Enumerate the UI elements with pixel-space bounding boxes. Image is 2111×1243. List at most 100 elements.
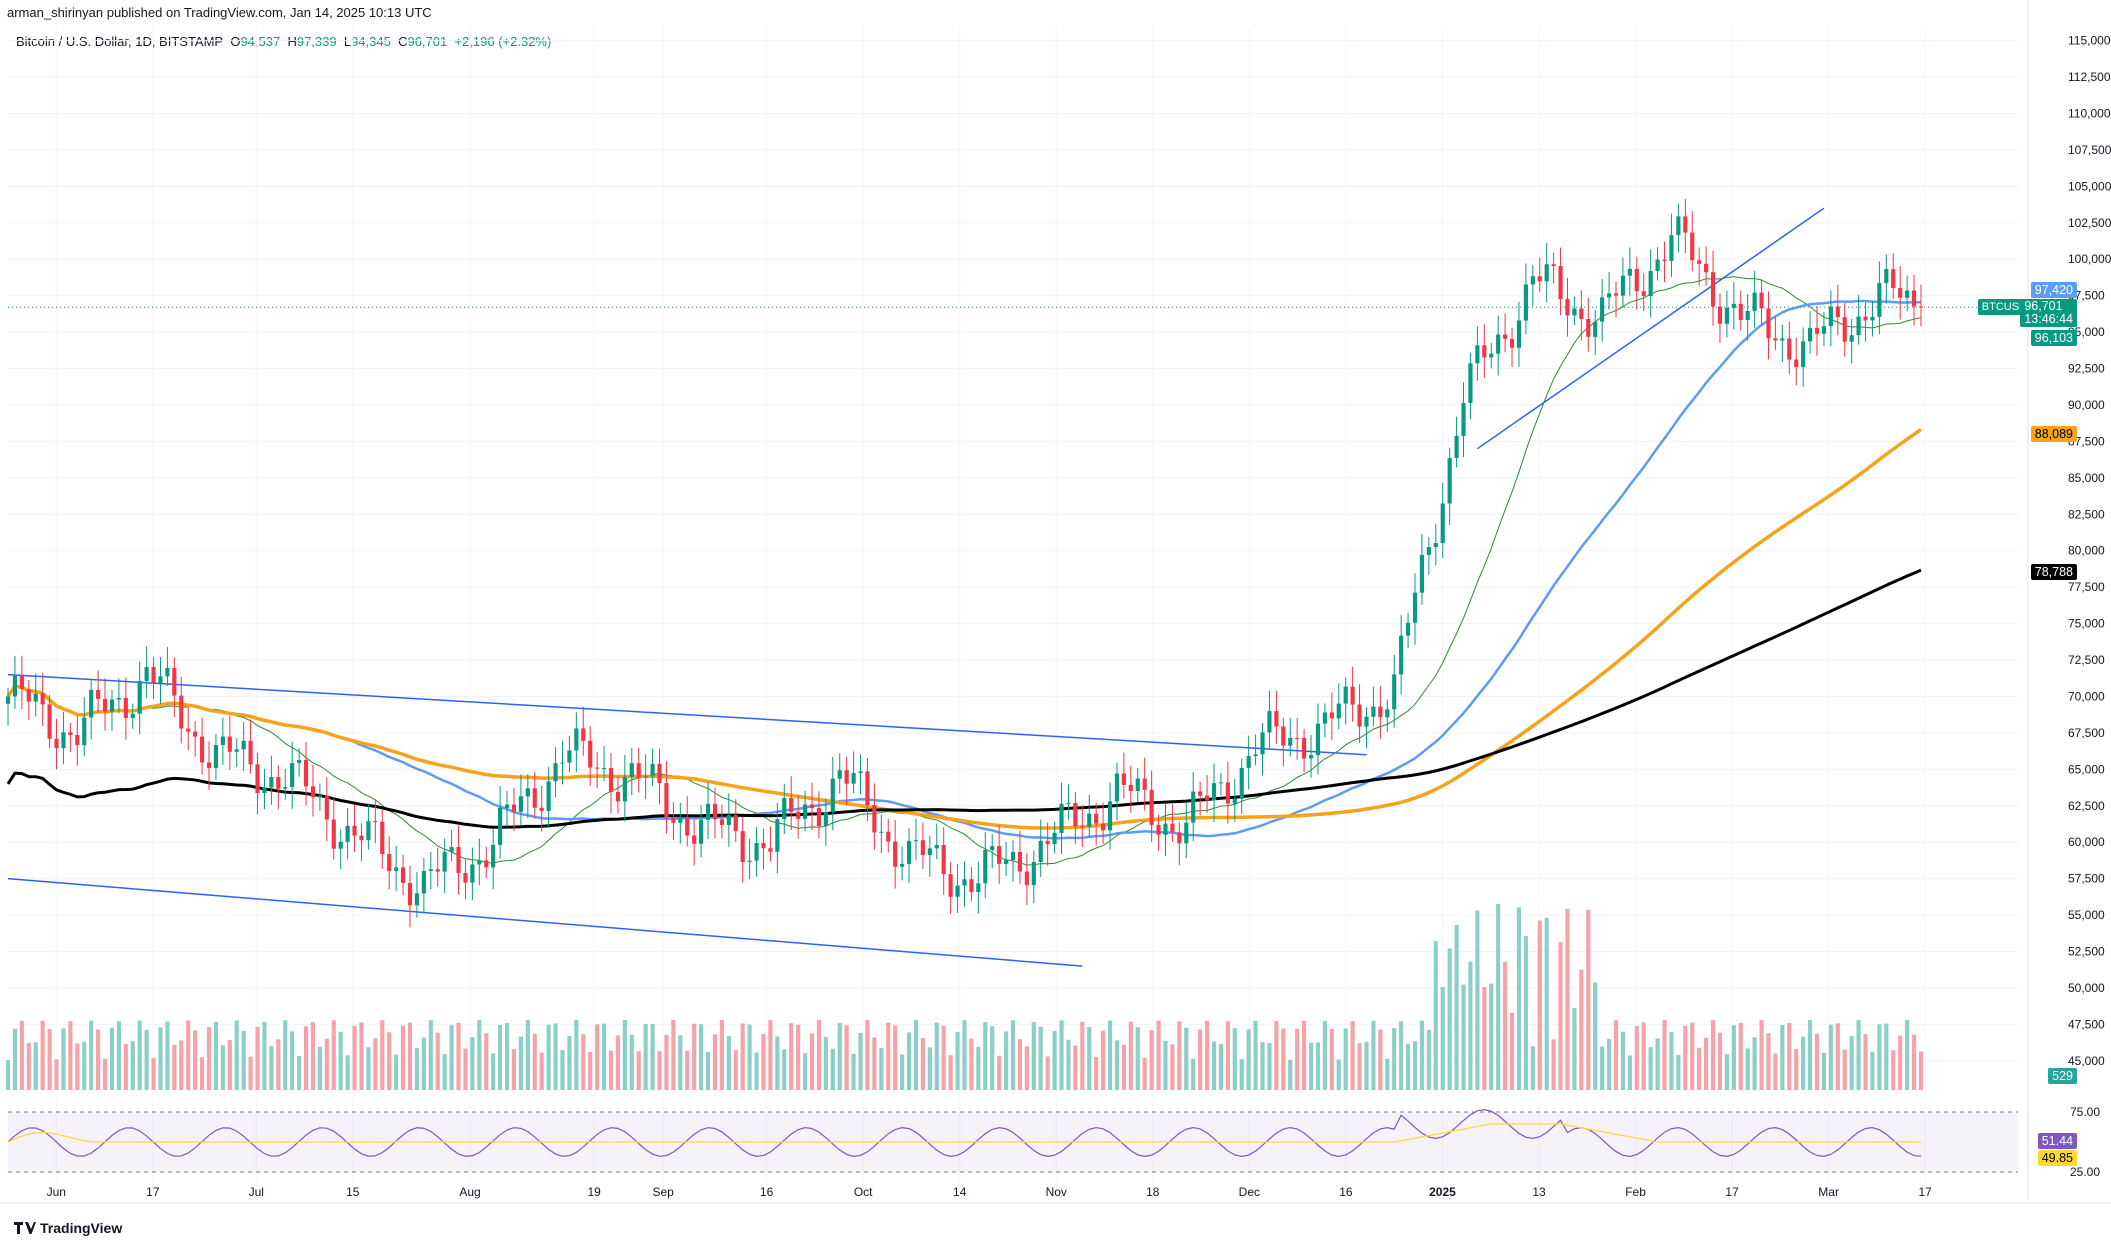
close-value: 96,701 xyxy=(407,34,448,49)
volume-bar xyxy=(1627,1055,1632,1090)
candle-body xyxy=(1613,293,1619,296)
candle-body xyxy=(61,732,66,749)
volume-bar xyxy=(1392,1027,1397,1090)
volume-bar xyxy=(33,1042,38,1090)
brand-footer[interactable]: TradingView xyxy=(14,1220,122,1237)
volume-bar xyxy=(421,1037,426,1090)
time-tick-label: 16 xyxy=(760,1185,774,1199)
candle-body xyxy=(1329,712,1334,719)
time-tick-label: 16 xyxy=(1339,1185,1353,1199)
candle-body xyxy=(394,867,399,872)
candle-body xyxy=(1045,840,1050,845)
volume-bar xyxy=(990,1026,995,1090)
volume-bar xyxy=(858,1032,863,1090)
volume-bar xyxy=(1773,1053,1778,1090)
volume-bar xyxy=(1516,907,1522,1090)
volume-bar xyxy=(68,1021,73,1090)
volume-bar xyxy=(553,1023,558,1090)
volume-bar xyxy=(387,1032,392,1090)
volume-bar xyxy=(1911,1034,1917,1090)
candle-body xyxy=(1094,813,1099,824)
candle-body xyxy=(1600,297,1605,322)
candle-body xyxy=(865,771,870,806)
volume-bar xyxy=(1308,1042,1314,1090)
candle-body xyxy=(206,762,212,768)
volume-bar xyxy=(1350,1021,1355,1090)
candle-body xyxy=(1676,216,1681,236)
candle-body xyxy=(809,804,815,809)
volume-bar xyxy=(1218,1043,1224,1090)
candle-body xyxy=(1738,303,1743,320)
volume-bar xyxy=(608,1050,614,1090)
candle-body xyxy=(456,847,461,873)
volume-bar xyxy=(643,1024,648,1090)
candle-body xyxy=(886,831,891,842)
candle-body xyxy=(1634,268,1639,292)
volume-bar xyxy=(1073,1045,1078,1090)
candle-body xyxy=(220,736,225,746)
candle-body xyxy=(1731,303,1736,308)
candle-body xyxy=(900,863,905,867)
candle-body xyxy=(879,831,884,833)
volume-bar xyxy=(1426,1029,1431,1090)
price-tick-label: 47,500 xyxy=(2068,1017,2105,1031)
rsi-line xyxy=(7,1108,1922,1158)
volume-bar xyxy=(498,1024,503,1090)
candle-body xyxy=(969,879,974,893)
volume-bar xyxy=(1128,1021,1133,1090)
candle-body xyxy=(1267,711,1272,733)
candle-body xyxy=(1412,592,1418,623)
volume-bar xyxy=(775,1036,780,1090)
candle-body xyxy=(400,867,406,883)
volume-bar xyxy=(962,1020,967,1090)
volume-bar xyxy=(1295,1028,1300,1090)
time-tick-label: 19 xyxy=(588,1185,602,1199)
candle-body xyxy=(685,817,690,836)
candle-body xyxy=(1821,326,1827,334)
candle-body xyxy=(1225,782,1230,804)
volume-bar xyxy=(1288,1059,1293,1090)
candle-body xyxy=(567,750,572,763)
volume-bar xyxy=(269,1046,274,1090)
candle-body xyxy=(976,883,981,893)
candle-body xyxy=(546,781,551,811)
price-tick-label: 50,000 xyxy=(2068,981,2105,995)
volume-bar xyxy=(1080,1021,1085,1090)
volume-bar xyxy=(1717,1032,1723,1090)
candle-body xyxy=(1690,232,1695,261)
volume-bar xyxy=(650,1023,655,1090)
price-tick-label: 107,500 xyxy=(2068,143,2111,157)
volume-bar xyxy=(1017,1039,1023,1090)
volume-bar xyxy=(525,1020,530,1090)
candle-body xyxy=(1378,706,1383,718)
candle-body xyxy=(719,819,724,825)
volume-bar xyxy=(1419,1020,1425,1090)
candle-body xyxy=(1593,321,1598,337)
price-tick-label: 55,000 xyxy=(2068,908,2105,922)
candle-body xyxy=(983,850,988,884)
rsi-tick-label: 25.00 xyxy=(2070,1165,2100,1179)
volume-bar xyxy=(1447,948,1452,1090)
candle-body xyxy=(193,731,198,737)
volume-bar xyxy=(1461,984,1466,1090)
candle-body xyxy=(1281,726,1286,746)
candle-body xyxy=(359,835,364,841)
volume-bar xyxy=(1364,1041,1369,1090)
symbol-name[interactable]: Bitcoin / U.S. Dollar, 1D, BITSTAMP xyxy=(16,34,224,49)
volume-bar xyxy=(234,1020,239,1090)
candle-body xyxy=(1717,306,1723,324)
volume-bar xyxy=(290,1031,295,1090)
candle-body xyxy=(498,807,503,845)
candle-body xyxy=(941,844,946,875)
candle-body xyxy=(893,841,898,867)
candle-body xyxy=(823,812,828,827)
volume-bar xyxy=(1752,1037,1757,1090)
candle-body xyxy=(82,717,87,746)
volume-bar xyxy=(837,1022,842,1090)
candle-body xyxy=(338,841,343,849)
candle-body xyxy=(1121,773,1126,785)
time-tick-label: Jun xyxy=(47,1185,66,1199)
candle-body xyxy=(1461,403,1466,436)
volume-bar xyxy=(851,1053,856,1090)
